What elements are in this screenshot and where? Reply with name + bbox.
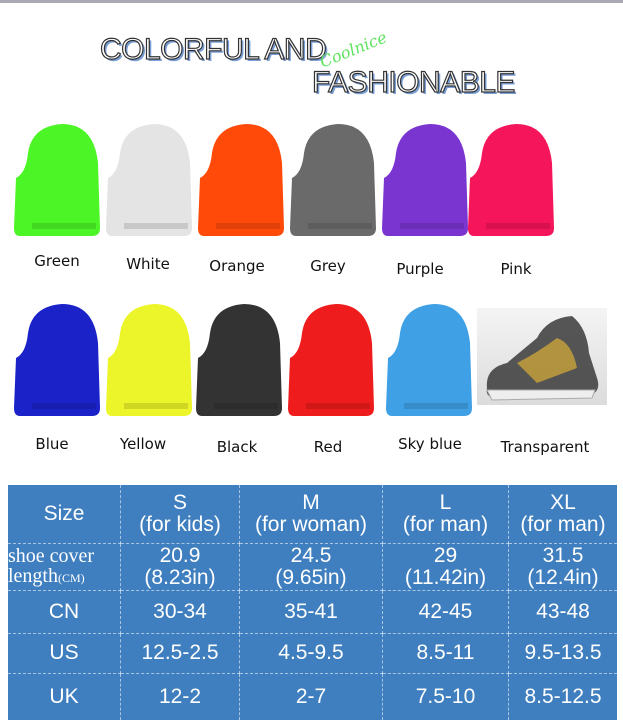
shoe-cover-sky-blue (384, 298, 476, 423)
cell: 12-2 (120, 672, 240, 720)
table-row-uk: UK 12-2 2-7 7.5-10 8.5-12.5 (8, 672, 617, 720)
cell: 35-41 (239, 589, 383, 634)
color-label-transparent: Transparent (500, 438, 590, 456)
cell: 4.5-9.5 (239, 632, 383, 674)
cell: 20.9 (159, 543, 201, 567)
shoe-cover-orange (196, 118, 288, 243)
size-chart-table: Size S (for kids) M (for woman) L (for man)… (8, 485, 617, 720)
size-l-note: (for man) (402, 512, 489, 536)
length-unit: (CM) (58, 570, 85, 585)
cell: 29 (433, 543, 458, 567)
color-label-yellow: Yellow (119, 435, 167, 453)
color-label-grey: Grey (310, 257, 346, 275)
cell: 43-48 (508, 589, 617, 634)
table-header-row: Size S (for kids) M (for woman) L (for man)… (8, 485, 617, 544)
cell: 8.5-12.5 (508, 672, 617, 720)
cell: (8.23in) (144, 565, 216, 589)
color-label-orange: Orange (209, 257, 265, 275)
transparent-shoe-photo (477, 308, 607, 405)
row-label: UK (8, 672, 121, 720)
color-label-sky-blue: Sky blue (398, 435, 462, 453)
length-label-2: length (8, 564, 58, 587)
shoe-cover-grey (288, 118, 380, 243)
cell: 31.5 (542, 543, 584, 567)
size-m-note: (for woman) (254, 512, 368, 536)
color-label-purple: Purple (396, 260, 444, 278)
cell: 24.5 (290, 543, 332, 567)
color-label-white: White (126, 255, 170, 273)
shoe-cover-green (12, 118, 104, 243)
cell: (11.42in) (404, 565, 487, 589)
top-border (0, 0, 623, 3)
cell: 42-45 (382, 589, 509, 634)
shoe-cover-yellow (104, 298, 196, 423)
cell: 12.5-2.5 (120, 632, 240, 674)
size-xl: XL (550, 490, 576, 514)
cell: 8.5-11 (382, 632, 509, 674)
size-m: M (302, 490, 320, 514)
shoe-cover-purple (380, 118, 472, 243)
color-label-red: Red (313, 438, 343, 456)
color-label-blue: Blue (35, 435, 69, 453)
row-label: CN (8, 589, 121, 634)
shoe-cover-blue (12, 298, 104, 423)
size-s: S (172, 490, 187, 514)
shoe-cover-black (194, 298, 286, 423)
color-label-green: Green (34, 252, 80, 270)
color-label-pink: Pink (500, 260, 532, 278)
table-row-us: US 12.5-2.5 4.5-9.5 8.5-11 9.5-13.5 (8, 632, 617, 674)
cell: (12.4in) (527, 565, 599, 589)
shoe-cover-white (104, 118, 196, 243)
cell: 30-34 (120, 589, 240, 634)
size-xl-note: (for man) (520, 512, 606, 536)
cell: 2-7 (239, 672, 383, 720)
table-row-length: shoe cover length(CM) 20.9 (8.23in) 24.5 (9… (8, 542, 617, 591)
title-line-2: FASHIONABLE (311, 65, 516, 99)
cell: 7.5-10 (382, 672, 509, 720)
table-row-cn: CN 30-34 35-41 42-45 43-48 (8, 589, 617, 634)
brand-watermark: Coolnice (317, 27, 390, 72)
size-s-note: (for kids) (139, 512, 221, 536)
shoe-cover-pink (466, 118, 558, 243)
size-l: L (439, 490, 452, 514)
length-label: shoe cover (8, 544, 95, 567)
cell: 9.5-13.5 (508, 632, 617, 674)
title-line-1: COLORFUL AND (99, 32, 327, 66)
color-label-black: Black (216, 438, 258, 456)
row-label: US (8, 632, 121, 674)
size-header: Size (8, 485, 121, 544)
shoe-cover-red (286, 298, 378, 423)
cell: (9.65in) (275, 565, 347, 589)
